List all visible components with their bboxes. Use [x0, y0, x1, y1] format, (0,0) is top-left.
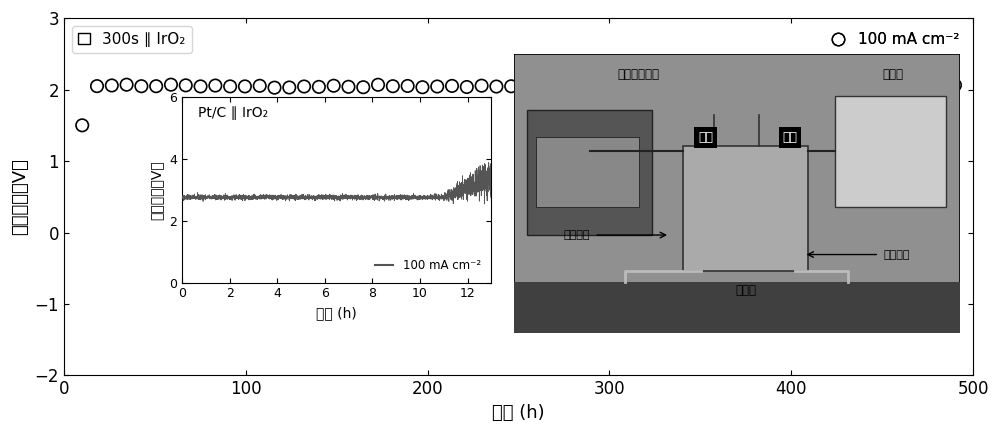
Point — [666, 82, 682, 89]
Point — [636, 84, 652, 90]
Point — [267, 84, 283, 91]
Point — [562, 84, 578, 90]
Point — [429, 83, 445, 90]
Point — [355, 84, 371, 90]
Point — [932, 82, 948, 89]
Point — [163, 81, 179, 88]
Point — [385, 83, 401, 90]
Point — [252, 82, 268, 89]
Point — [947, 82, 963, 89]
Point — [858, 82, 874, 89]
Point — [725, 84, 741, 91]
Point — [843, 83, 859, 90]
Point — [178, 82, 194, 89]
Point — [755, 83, 771, 90]
Point — [592, 84, 608, 90]
Point — [651, 82, 667, 89]
Point — [74, 122, 90, 129]
Point — [548, 83, 564, 90]
Point — [533, 81, 549, 88]
Point — [577, 82, 593, 89]
X-axis label: 时间 (h): 时间 (h) — [492, 404, 545, 422]
Point — [148, 83, 164, 90]
Point — [681, 82, 697, 89]
Point — [873, 82, 889, 89]
Point — [903, 83, 919, 90]
Point — [459, 84, 475, 90]
Point — [710, 83, 726, 90]
Point — [414, 84, 430, 90]
Point — [370, 81, 386, 88]
Point — [518, 83, 534, 90]
Point — [607, 82, 623, 89]
Point — [488, 83, 504, 90]
Point — [799, 84, 815, 91]
Point — [89, 83, 105, 90]
Point — [474, 82, 490, 89]
Point — [281, 84, 297, 91]
Legend: 100 mA cm⁻²: 100 mA cm⁻² — [824, 26, 965, 53]
Point — [622, 84, 638, 91]
Y-axis label: 电池电压（V）: 电池电压（V） — [11, 158, 29, 235]
Point — [222, 83, 238, 90]
Point — [133, 83, 149, 90]
Point — [917, 83, 933, 90]
Point — [119, 81, 135, 88]
Point — [814, 82, 830, 89]
Point — [829, 83, 845, 90]
Point — [784, 82, 800, 89]
Point — [311, 84, 327, 90]
Point — [326, 82, 342, 89]
Point — [503, 83, 519, 90]
Point — [193, 83, 209, 90]
Point — [296, 83, 312, 90]
Point — [340, 83, 356, 90]
Point — [444, 82, 460, 89]
Point — [207, 82, 223, 89]
Point — [237, 83, 253, 90]
Point — [769, 82, 785, 89]
Point — [740, 83, 756, 90]
Point — [104, 82, 120, 89]
Point — [888, 82, 904, 89]
Point — [695, 83, 711, 90]
Point — [400, 83, 416, 90]
